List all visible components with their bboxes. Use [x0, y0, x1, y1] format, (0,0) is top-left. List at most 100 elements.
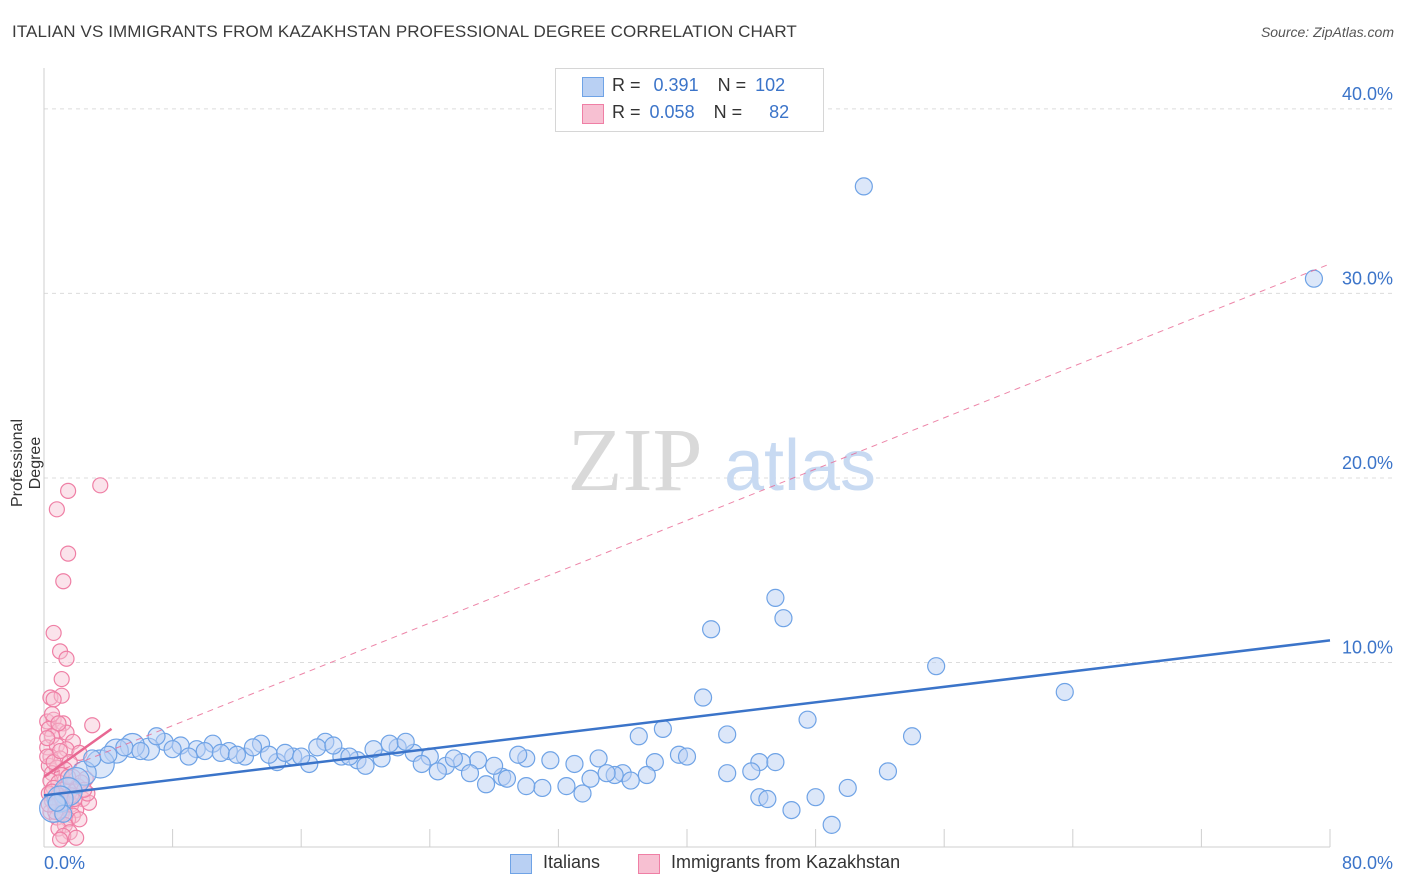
kazakhstan-point	[53, 670, 70, 688]
y-tick-label: 10.0%	[1342, 637, 1393, 657]
watermark-zip: ZIP	[568, 411, 703, 510]
italians-point	[902, 727, 922, 746]
kazakhstan-point	[84, 717, 101, 734]
italians-point	[324, 736, 343, 755]
italians-points	[39, 177, 1324, 834]
italians-point	[179, 747, 198, 766]
italians-point	[718, 764, 737, 783]
legend-label: Immigrants from Kazakhstan	[671, 852, 901, 872]
italians-point	[364, 740, 383, 759]
kazakhstan-point	[45, 691, 62, 708]
y-tick-label: 40.0%	[1342, 84, 1393, 104]
kazakhstan-point	[51, 831, 69, 848]
italians-point	[356, 756, 375, 775]
kazakhstan-trend-line	[43, 727, 113, 778]
axes	[43, 68, 1331, 848]
y-tick-labels: 10.0% 20.0% 30.0% 40.0%	[1342, 84, 1393, 658]
italians-point	[718, 725, 737, 744]
italians-point	[774, 609, 793, 628]
italians-point	[541, 751, 560, 770]
n-value: 82	[769, 102, 790, 122]
italians-point	[259, 745, 279, 764]
kazakhstan-point	[58, 650, 75, 667]
kazakhstan-point	[51, 742, 69, 760]
italians-point	[878, 762, 898, 781]
italians-point	[396, 732, 415, 751]
r-label: R =	[612, 75, 641, 95]
italians-point	[637, 765, 656, 785]
italians-point	[766, 753, 785, 772]
italians-point	[99, 745, 118, 764]
italians-point	[766, 588, 785, 607]
n-value: 102	[755, 75, 786, 95]
kazakhstan-point	[55, 573, 72, 590]
gridlines	[44, 108, 1392, 663]
correlation-legend: R = 0.391 N = 102 R = 0.058 N = 82	[555, 68, 824, 132]
italians-point	[308, 738, 327, 757]
kazakhstan-point	[60, 482, 77, 499]
kazakhstan-point	[39, 730, 56, 747]
blue-swatch	[510, 854, 532, 874]
source-label: Source: ZipAtlas.com	[1260, 24, 1394, 40]
italians-point	[476, 775, 496, 794]
italians-point	[782, 800, 801, 820]
italians-point	[758, 789, 777, 809]
italians-trend-line	[43, 639, 1331, 797]
legend-label: Italians	[543, 852, 601, 872]
italians-point	[653, 719, 672, 739]
kazakhstan-point	[92, 477, 109, 494]
italians-point	[854, 177, 873, 196]
n-label: N =	[717, 75, 747, 95]
kazakhstan-point	[68, 829, 85, 846]
italians-point	[702, 620, 721, 639]
italians-point	[412, 754, 431, 774]
x-tick-label-min: 0.0%	[44, 853, 85, 873]
italians-point	[581, 769, 600, 788]
italians-point	[485, 756, 504, 775]
italians-point	[147, 727, 166, 746]
kazakhstan-point	[43, 706, 61, 723]
kazakhstan-point	[58, 741, 75, 758]
x-tick-labels: 0.0% 80.0%	[44, 853, 1393, 873]
italians-point	[131, 741, 150, 761]
italians-point	[195, 741, 214, 761]
kazakhstan-point	[39, 739, 56, 756]
italians-point	[573, 784, 592, 803]
italians-point	[629, 727, 648, 746]
italians-point	[927, 657, 946, 676]
italians-point	[1304, 269, 1324, 288]
italians-point	[47, 793, 66, 812]
italians-point	[83, 749, 102, 768]
r-value: 0.391	[653, 75, 699, 95]
trend-lines	[43, 263, 1331, 797]
italians-point	[589, 749, 608, 768]
italians-point	[163, 740, 182, 759]
italians-point	[621, 771, 640, 790]
italians-point	[822, 815, 841, 834]
italians-point	[557, 777, 576, 796]
y-tick-label: 20.0%	[1342, 453, 1393, 473]
italians-point	[693, 688, 713, 707]
chart-title: ITALIAN VS IMMIGRANTS FROM KAZAKHSTAN PR…	[12, 22, 797, 41]
italians-point	[276, 743, 295, 762]
italians-point	[838, 778, 857, 798]
italians-point	[517, 777, 536, 796]
r-value: 0.058	[649, 102, 695, 122]
italians-point	[380, 734, 399, 753]
kazakhstan-point	[71, 811, 88, 828]
italians-point	[444, 749, 464, 768]
y-tick-label: 30.0%	[1342, 268, 1393, 288]
italians-point	[1055, 682, 1074, 702]
n-label: N =	[713, 102, 743, 122]
kazakhstan-point	[45, 624, 62, 642]
italians-point	[597, 764, 616, 783]
watermark-atlas: atlas	[724, 426, 876, 506]
italians-point	[806, 788, 825, 807]
italians-point	[227, 745, 246, 764]
kazakhstan-point	[60, 545, 77, 562]
italians-point	[565, 754, 584, 774]
pink-swatch	[638, 854, 660, 874]
kazakhstan-point	[50, 715, 67, 732]
x-tick-label-max: 80.0%	[1342, 853, 1393, 873]
